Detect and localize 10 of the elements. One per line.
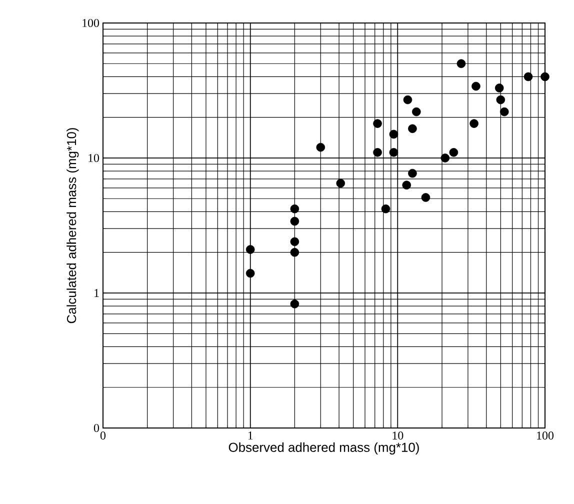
y-tick-label: 1 [94, 289, 99, 297]
x-tick-label: 10 [392, 432, 404, 440]
x-axis-title: Observed adhered mass (mg*10) [228, 442, 419, 454]
y-tick-label: 100 [82, 18, 100, 28]
y-tick-label: 10 [88, 154, 100, 162]
x-tick-label: 1 [248, 432, 253, 440]
x-tick-label: 100 [537, 432, 554, 440]
y-axis-title: Calculated adhered mass (mg*10) [66, 128, 79, 324]
y-tick-label: 0 [94, 424, 100, 432]
x-tick-label: 0 [100, 432, 106, 440]
